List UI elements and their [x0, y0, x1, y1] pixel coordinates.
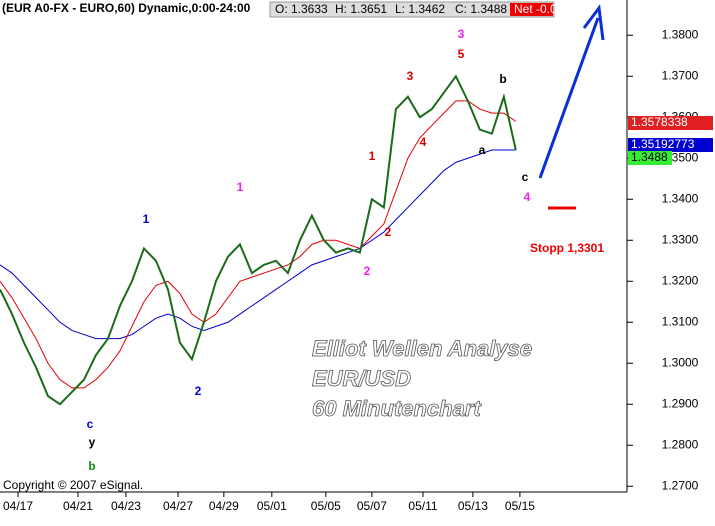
watermark: 60 Minutenchart	[312, 396, 482, 421]
last-value-box	[628, 151, 672, 165]
info-field: Net -0.0146	[514, 2, 577, 16]
x-tick-label: 04/17	[3, 499, 33, 513]
wave-label: y	[89, 435, 96, 449]
x-tick-label: 04/27	[163, 499, 193, 513]
wave-label: 2	[385, 225, 392, 239]
info-box	[269, 1, 555, 18]
info-field: L: 1.3462	[395, 2, 445, 16]
last-value-box	[628, 138, 713, 152]
x-tick-label: 05/13	[458, 499, 488, 513]
watermark: Elliot Wellen Analyse	[312, 336, 532, 361]
info-field: H: 1.3651	[335, 2, 387, 16]
wave-label: 4	[524, 190, 531, 204]
wave-label: 1	[143, 212, 150, 226]
y-tick-label: 1.2800	[662, 437, 699, 451]
info-field: C: 1.3488	[455, 2, 507, 16]
wave-label: 1	[369, 149, 376, 163]
info-field: O: 1.3633	[275, 2, 328, 16]
x-tick-label: 05/01	[257, 499, 287, 513]
wave-label: 2	[364, 264, 371, 278]
net-box	[510, 3, 553, 16]
y-tick-label: 1.3200	[662, 273, 699, 287]
wave-label: c	[87, 417, 94, 431]
series-line	[0, 149, 516, 340]
wave-label: 4	[420, 135, 427, 149]
y-tick-label: 1.2900	[662, 396, 699, 410]
wave-label: 3	[458, 27, 465, 41]
x-tick-label: 05/11	[408, 499, 437, 513]
last-value-box	[628, 116, 713, 130]
watermark: EUR/USD	[312, 366, 411, 391]
copyright: Copyright © 2007 eSignal.	[3, 478, 143, 492]
y-tick-label: 1.3700	[662, 68, 699, 82]
x-tick-label: 04/23	[111, 499, 141, 513]
series-line	[0, 100, 517, 389]
wave-label: 3	[407, 69, 414, 83]
wave-label: a	[479, 143, 486, 157]
x-tick-label: 05/05	[311, 499, 341, 513]
last-value-label: 1.3488	[631, 150, 668, 164]
wave-label: 5	[458, 47, 465, 61]
wave-label: 1	[237, 180, 244, 194]
x-tick-label: 04/21	[63, 499, 93, 513]
x-tick-label: 05/15	[505, 499, 535, 513]
arrow	[538, 4, 605, 179]
chart-title: (EUR A0-FX - EURO,60) Dynamic,0:00-24:00	[2, 1, 251, 15]
y-tick-label: 1.2700	[662, 478, 699, 492]
last-value-label: 1.35192773	[631, 137, 695, 151]
y-tick-label: 1.3300	[662, 232, 699, 246]
series-line	[0, 74, 517, 406]
x-tick-label: 04/29	[209, 499, 239, 513]
wave-label: b	[88, 459, 95, 473]
y-tick-label: 1.3400	[662, 191, 699, 205]
y-tick-label: 1.3000	[662, 355, 699, 369]
wave-label: b	[499, 72, 506, 86]
y-tick-label: 1.3800	[662, 27, 699, 41]
last-value-label: 1.3578338	[631, 115, 688, 129]
x-tick-label: 05/07	[357, 499, 387, 513]
wave-label: c	[522, 170, 529, 184]
y-tick-label: 1.3100	[662, 314, 699, 328]
wave-label: 2	[195, 384, 202, 398]
stop-label: Stopp 1,3301	[530, 241, 604, 255]
